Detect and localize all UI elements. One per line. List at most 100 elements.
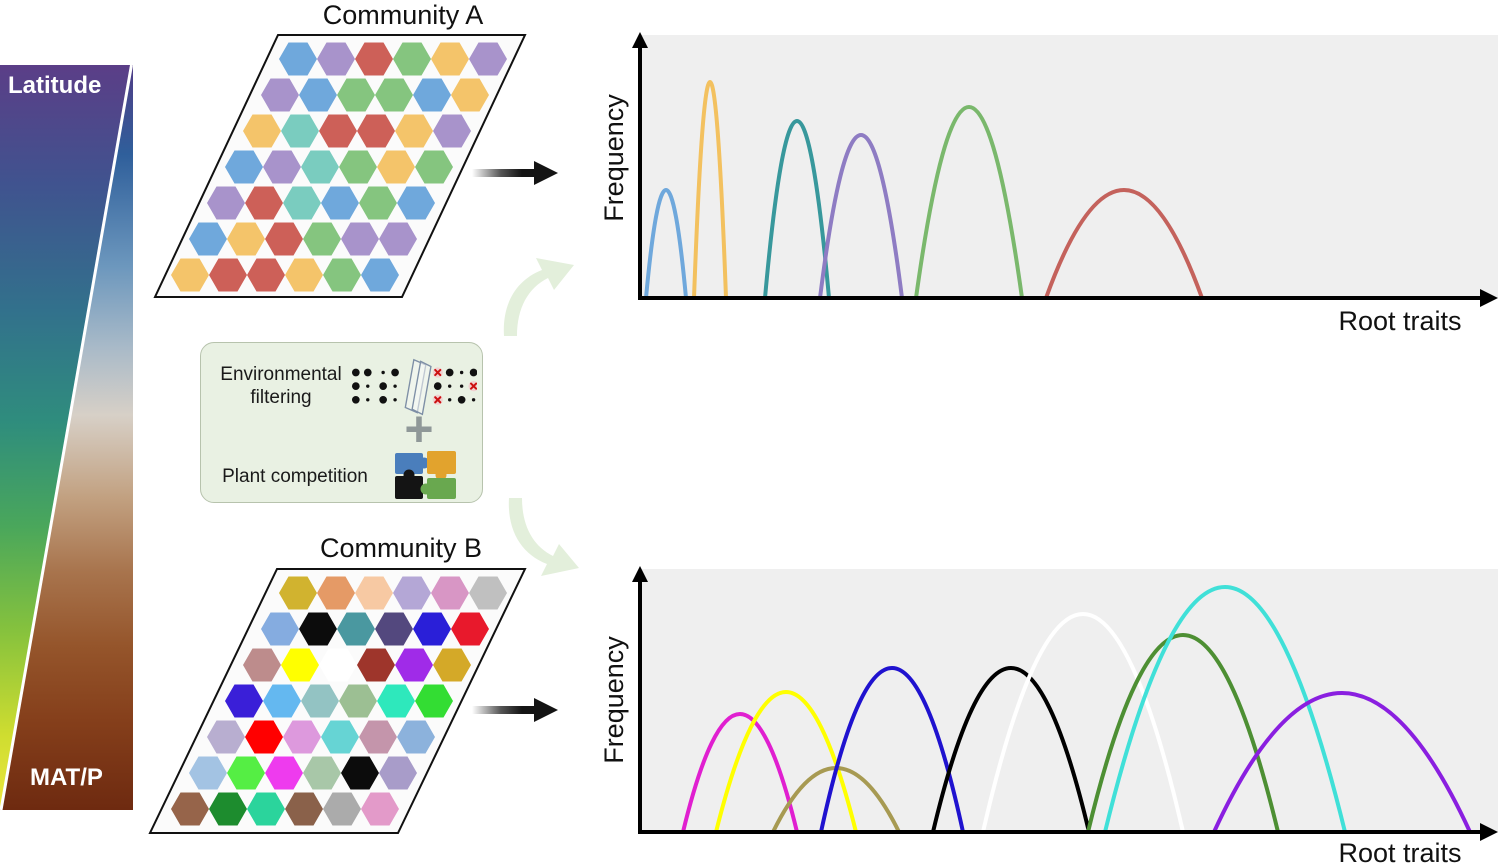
passed-species-dots — [433, 368, 477, 404]
hexagon-species — [227, 222, 265, 256]
hexagon-species — [361, 258, 399, 292]
hexagon-species — [225, 150, 263, 184]
hexagon-species — [171, 258, 209, 292]
x-axis-arrowhead — [1480, 823, 1498, 841]
hexagon-species — [359, 720, 397, 754]
hexagon-species — [469, 576, 507, 610]
hexagon-species — [375, 612, 413, 646]
hexagon-species — [377, 684, 415, 718]
trait-curve-orange — [692, 80, 728, 299]
curved-arrow-shape — [508, 498, 579, 576]
hexagon-species — [413, 78, 451, 112]
hexagon-species — [323, 792, 361, 826]
hexagon-species — [189, 222, 227, 256]
hexagon-species — [393, 42, 431, 76]
trait-curve-green — [914, 105, 1024, 299]
hexagon-species — [319, 114, 357, 148]
hexagon-species — [303, 222, 341, 256]
plant-competition-label: Plant competition — [222, 466, 368, 487]
hexagon-species — [413, 612, 451, 646]
trait-curve-blue — [644, 188, 688, 299]
species-dots-before — [351, 368, 399, 404]
hexagon-species — [469, 42, 507, 76]
hexagon-species — [341, 756, 379, 790]
hexagon-species — [395, 114, 433, 148]
plot-a-background — [640, 35, 1498, 298]
puzzle-pieces-icon — [395, 451, 456, 499]
arrow-head — [534, 161, 558, 185]
diagonal-divider-line — [0, 65, 133, 810]
hexagon-species — [207, 720, 245, 754]
hexagon-species — [451, 612, 489, 646]
hexagon-species — [379, 222, 417, 256]
trait-curve-blue — [819, 666, 965, 833]
hexagon-species — [283, 186, 321, 220]
hexagon-species — [337, 78, 375, 112]
hexagon-species — [301, 684, 339, 718]
hexagon-species — [451, 78, 489, 112]
arrow-shaft — [472, 706, 536, 714]
y-axis-arrowhead — [632, 566, 648, 582]
hexagon-species — [357, 114, 395, 148]
community-a-title: Community A — [322, 0, 484, 30]
trait-curve-violet — [1212, 691, 1472, 833]
hexagon-species — [379, 756, 417, 790]
community-b-to-plot-arrow-icon — [472, 698, 558, 722]
hexagon-species — [321, 720, 359, 754]
hexagon-species — [397, 186, 435, 220]
hexagon-species — [209, 792, 247, 826]
plot-b-ylabel: Frequency — [599, 636, 629, 764]
hexagon-species — [285, 792, 323, 826]
dots-through-filter-icon — [351, 358, 477, 416]
hexagon-species — [337, 612, 375, 646]
hexagon-species — [361, 792, 399, 826]
hexagon-species — [323, 258, 361, 292]
hexagon-species — [357, 648, 395, 682]
hexagon-species — [317, 576, 355, 610]
community-b-title: Community B — [319, 533, 483, 563]
plot-community-a — [632, 32, 1498, 307]
arrow-head — [534, 698, 558, 722]
hexagon-species — [263, 150, 301, 184]
hexagon-species — [247, 792, 285, 826]
hexagon-species — [415, 150, 453, 184]
hexagon-species — [209, 258, 247, 292]
plot-b-background — [640, 569, 1498, 832]
trait-curve-black — [931, 666, 1091, 833]
climate-gradient-bar: Latitude MAT/P — [0, 65, 133, 810]
x-axis-arrowhead — [1480, 289, 1498, 307]
excluded-x-marks — [434, 368, 477, 404]
hexagon-species — [283, 720, 321, 754]
hexagon-species — [377, 150, 415, 184]
hexagon-species — [243, 114, 281, 148]
plot-a-axes — [632, 32, 1498, 307]
plus-icon: + — [404, 401, 434, 457]
hexagon-species — [319, 648, 357, 682]
trait-curve-cyan — [1103, 585, 1347, 833]
hexagon-species — [431, 42, 469, 76]
trait-curve-dark-green — [1086, 633, 1280, 833]
hexagon-species — [265, 222, 303, 256]
hexagon-species — [279, 42, 317, 76]
hexagon-species — [245, 186, 283, 220]
community-a-panel — [153, 34, 527, 298]
hexagon-species — [281, 114, 319, 148]
hexagon-species — [207, 186, 245, 220]
hexagon-species — [261, 612, 299, 646]
hexagon-species — [299, 612, 337, 646]
hexagon-species — [321, 186, 359, 220]
curved-arrow-down-icon — [508, 498, 579, 576]
hexagon-species — [247, 258, 285, 292]
trait-curve-purple — [818, 133, 904, 299]
hexagon-species — [359, 186, 397, 220]
plot-community-b — [632, 566, 1498, 841]
hexagon-species — [285, 258, 323, 292]
hexagon-species — [281, 648, 319, 682]
hexagon-species — [227, 756, 265, 790]
trait-curve-magenta — [681, 712, 799, 833]
arrow-shaft — [472, 169, 536, 177]
hexagon-species — [393, 576, 431, 610]
matp-label: MAT/P — [30, 764, 103, 791]
plot-a-xlabel: Root traits — [1338, 306, 1462, 336]
